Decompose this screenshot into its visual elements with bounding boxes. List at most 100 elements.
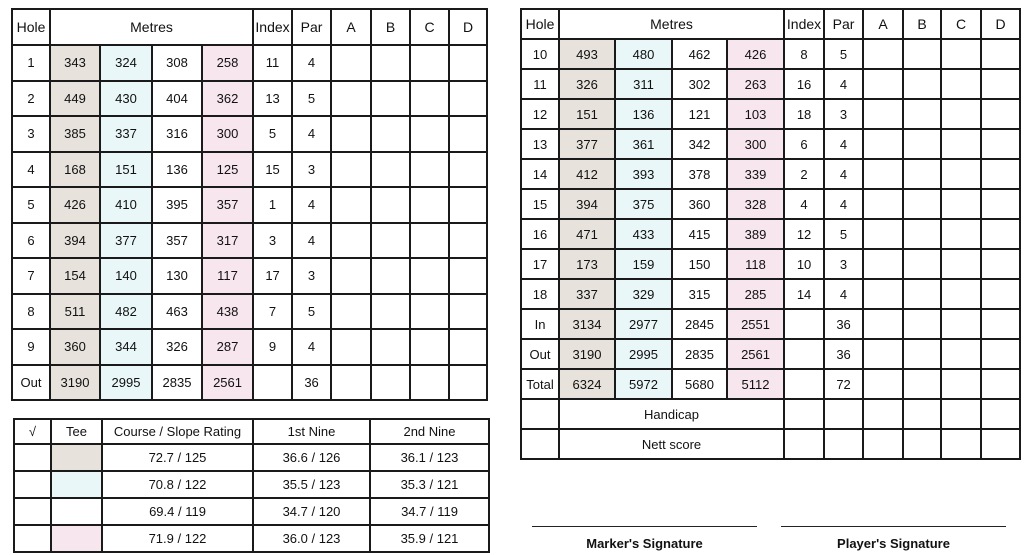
score-cell-a[interactable] — [330, 186, 373, 224]
score-cell-a[interactable] — [330, 292, 373, 330]
score-cell-a[interactable] — [862, 68, 905, 100]
nett-index[interactable] — [783, 428, 826, 460]
score-cell-b[interactable] — [902, 128, 943, 160]
tee-check-box[interactable] — [13, 524, 52, 553]
score-cell-b[interactable] — [370, 292, 412, 330]
score-cell-c[interactable] — [409, 328, 451, 366]
score-cell-d[interactable] — [980, 338, 1022, 370]
score-cell-b[interactable] — [902, 218, 943, 250]
handicap-c[interactable] — [940, 398, 983, 430]
score-cell-d[interactable] — [448, 257, 489, 295]
score-cell-c[interactable] — [409, 221, 451, 259]
score-cell-c[interactable] — [940, 38, 983, 70]
score-cell-d[interactable] — [448, 115, 489, 153]
score-cell-a[interactable] — [862, 308, 905, 340]
score-cell-b[interactable] — [902, 248, 943, 280]
nett-par[interactable] — [823, 428, 865, 460]
score-cell-b[interactable] — [370, 79, 412, 117]
score-cell-c[interactable] — [940, 278, 983, 310]
player-signature-line[interactable] — [781, 526, 1006, 527]
score-cell-d[interactable] — [980, 68, 1022, 100]
score-cell-b[interactable] — [370, 257, 412, 295]
score-cell-d[interactable] — [448, 79, 489, 117]
score-cell-c[interactable] — [409, 150, 451, 188]
score-cell-d[interactable] — [448, 150, 489, 188]
score-cell-b[interactable] — [902, 338, 943, 370]
score-cell-d[interactable] — [980, 308, 1022, 340]
score-cell-d[interactable] — [980, 38, 1022, 70]
score-cell-c[interactable] — [940, 338, 983, 370]
score-cell-c[interactable] — [409, 292, 451, 330]
score-cell-d[interactable] — [980, 368, 1022, 400]
nett-a[interactable] — [862, 428, 905, 460]
score-cell-d[interactable] — [980, 218, 1022, 250]
score-cell-c[interactable] — [940, 218, 983, 250]
score-cell-a[interactable] — [330, 79, 373, 117]
score-cell-c[interactable] — [940, 68, 983, 100]
score-cell-a[interactable] — [862, 218, 905, 250]
nett-d[interactable] — [980, 428, 1022, 460]
score-cell-b[interactable] — [902, 98, 943, 130]
score-cell-b[interactable] — [902, 158, 943, 190]
score-cell-a[interactable] — [862, 38, 905, 70]
score-cell-c[interactable] — [940, 158, 983, 190]
score-cell-a[interactable] — [862, 338, 905, 370]
score-cell-d[interactable] — [448, 363, 489, 401]
score-cell-a[interactable] — [862, 248, 905, 280]
score-cell-d[interactable] — [448, 292, 489, 330]
score-cell-d[interactable] — [980, 98, 1022, 130]
score-cell-b[interactable] — [902, 308, 943, 340]
score-cell-d[interactable] — [980, 128, 1022, 160]
score-cell-c[interactable] — [409, 363, 451, 401]
score-cell-c[interactable] — [409, 115, 451, 153]
score-cell-a[interactable] — [862, 368, 905, 400]
handicap-a[interactable] — [862, 398, 905, 430]
handicap-par[interactable] — [823, 398, 865, 430]
score-cell-c[interactable] — [409, 79, 451, 117]
score-cell-a[interactable] — [862, 128, 905, 160]
score-cell-b[interactable] — [902, 188, 943, 220]
score-cell-c[interactable] — [409, 186, 451, 224]
score-cell-c[interactable] — [940, 98, 983, 130]
score-cell-a[interactable] — [330, 150, 373, 188]
score-cell-a[interactable] — [330, 257, 373, 295]
score-cell-a[interactable] — [862, 158, 905, 190]
score-cell-b[interactable] — [370, 186, 412, 224]
score-cell-b[interactable] — [902, 38, 943, 70]
score-cell-b[interactable] — [902, 368, 943, 400]
handicap-index[interactable] — [783, 398, 826, 430]
score-cell-b[interactable] — [370, 150, 412, 188]
score-cell-d[interactable] — [448, 44, 489, 82]
score-cell-a[interactable] — [862, 278, 905, 310]
score-cell-b[interactable] — [370, 221, 412, 259]
score-cell-a[interactable] — [862, 188, 905, 220]
score-cell-d[interactable] — [980, 158, 1022, 190]
score-cell-b[interactable] — [370, 363, 412, 401]
score-cell-c[interactable] — [940, 128, 983, 160]
score-cell-c[interactable] — [940, 248, 983, 280]
tee-check-box[interactable] — [13, 443, 52, 472]
score-cell-a[interactable] — [330, 115, 373, 153]
score-cell-c[interactable] — [409, 257, 451, 295]
score-cell-d[interactable] — [980, 248, 1022, 280]
score-cell-d[interactable] — [980, 278, 1022, 310]
tee-check-box[interactable] — [13, 470, 52, 499]
score-cell-b[interactable] — [370, 328, 412, 366]
score-cell-b[interactable] — [902, 68, 943, 100]
score-cell-a[interactable] — [330, 44, 373, 82]
score-cell-d[interactable] — [980, 188, 1022, 220]
score-cell-a[interactable] — [862, 98, 905, 130]
score-cell-a[interactable] — [330, 363, 373, 401]
marker-signature-line[interactable] — [532, 526, 757, 527]
score-cell-a[interactable] — [330, 328, 373, 366]
score-cell-d[interactable] — [448, 186, 489, 224]
tee-check-box[interactable] — [13, 497, 52, 526]
score-cell-c[interactable] — [940, 308, 983, 340]
score-cell-a[interactable] — [330, 221, 373, 259]
nett-b[interactable] — [902, 428, 943, 460]
nett-c[interactable] — [940, 428, 983, 460]
score-cell-c[interactable] — [409, 44, 451, 82]
score-cell-b[interactable] — [370, 115, 412, 153]
score-cell-c[interactable] — [940, 368, 983, 400]
handicap-d[interactable] — [980, 398, 1022, 430]
